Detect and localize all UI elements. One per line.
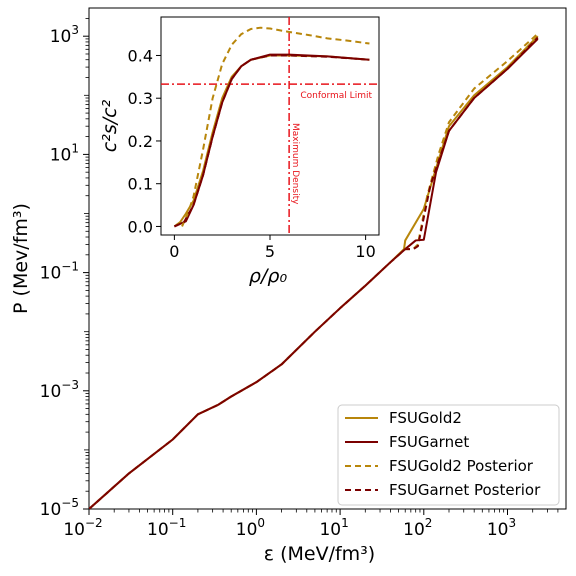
inset-plot: 0 5 10 0.0 0.1 0.2 0.3 0.4 ρ/ρ₀ c²s/c² Conformal L… [99, 16, 380, 287]
y-tick-label: 101 [50, 141, 79, 165]
inset-y-tick-label: 0.0 [128, 217, 153, 236]
x-tick-label: 100 [236, 516, 265, 540]
inset-y-tick-label: 0.4 [128, 46, 153, 65]
inset-y-tick-label: 0.1 [128, 175, 153, 194]
x-tick-label: 103 [487, 516, 516, 540]
inset-y-tick-label: 0.3 [128, 89, 153, 108]
inset-x-tick-label: 0 [169, 242, 179, 261]
y-tick-label: 10−1 [40, 260, 79, 284]
x-tick-label: 102 [403, 516, 432, 540]
y-axis-label: P (Mev/fm³) [10, 203, 32, 314]
maximum-density-label: Maximum Density [290, 123, 300, 205]
inset-y-axis-label: c²s/c² [99, 99, 121, 152]
legend-entry: FSUGold2 [389, 409, 462, 427]
main-series-line-3 [89, 36, 539, 509]
inset-series-line-3 [173, 54, 370, 228]
y-tick-label: 10−5 [40, 496, 79, 520]
main-plot: 10−2 10−1 100 101 102 10310−510−310−1101103ε … [10, 7, 567, 565]
inset-x-tick-label: 10 [355, 242, 375, 261]
x-axis-label: ε (MeV/fm³) [264, 543, 375, 565]
y-tick-label: 10−3 [40, 378, 79, 402]
inset-plot-frame [160, 16, 380, 236]
x-tick-label: 10−1 [147, 516, 186, 540]
legend: FSUGold2 FSUGarnet FSUGold2 Posterior FSUGa… [337, 404, 560, 506]
x-tick-label: 10−2 [63, 516, 102, 540]
inset-x-axis-label: ρ/ρ₀ [249, 265, 288, 287]
legend-box [337, 404, 560, 506]
conformal-limit-label: Conformal Limit [300, 91, 372, 101]
legend-entry: FSUGold2 Posterior [389, 457, 534, 475]
legend-entry: FSUGarnet Posterior [389, 481, 541, 499]
inset-x-tick-label: 5 [265, 242, 275, 261]
legend-entry: FSUGarnet [389, 433, 469, 451]
inset-series-line-2 [181, 26, 370, 227]
x-tick-label: 101 [319, 516, 348, 540]
inset-y-tick-label: 0.2 [128, 132, 153, 151]
y-tick-label: 103 [50, 23, 79, 47]
